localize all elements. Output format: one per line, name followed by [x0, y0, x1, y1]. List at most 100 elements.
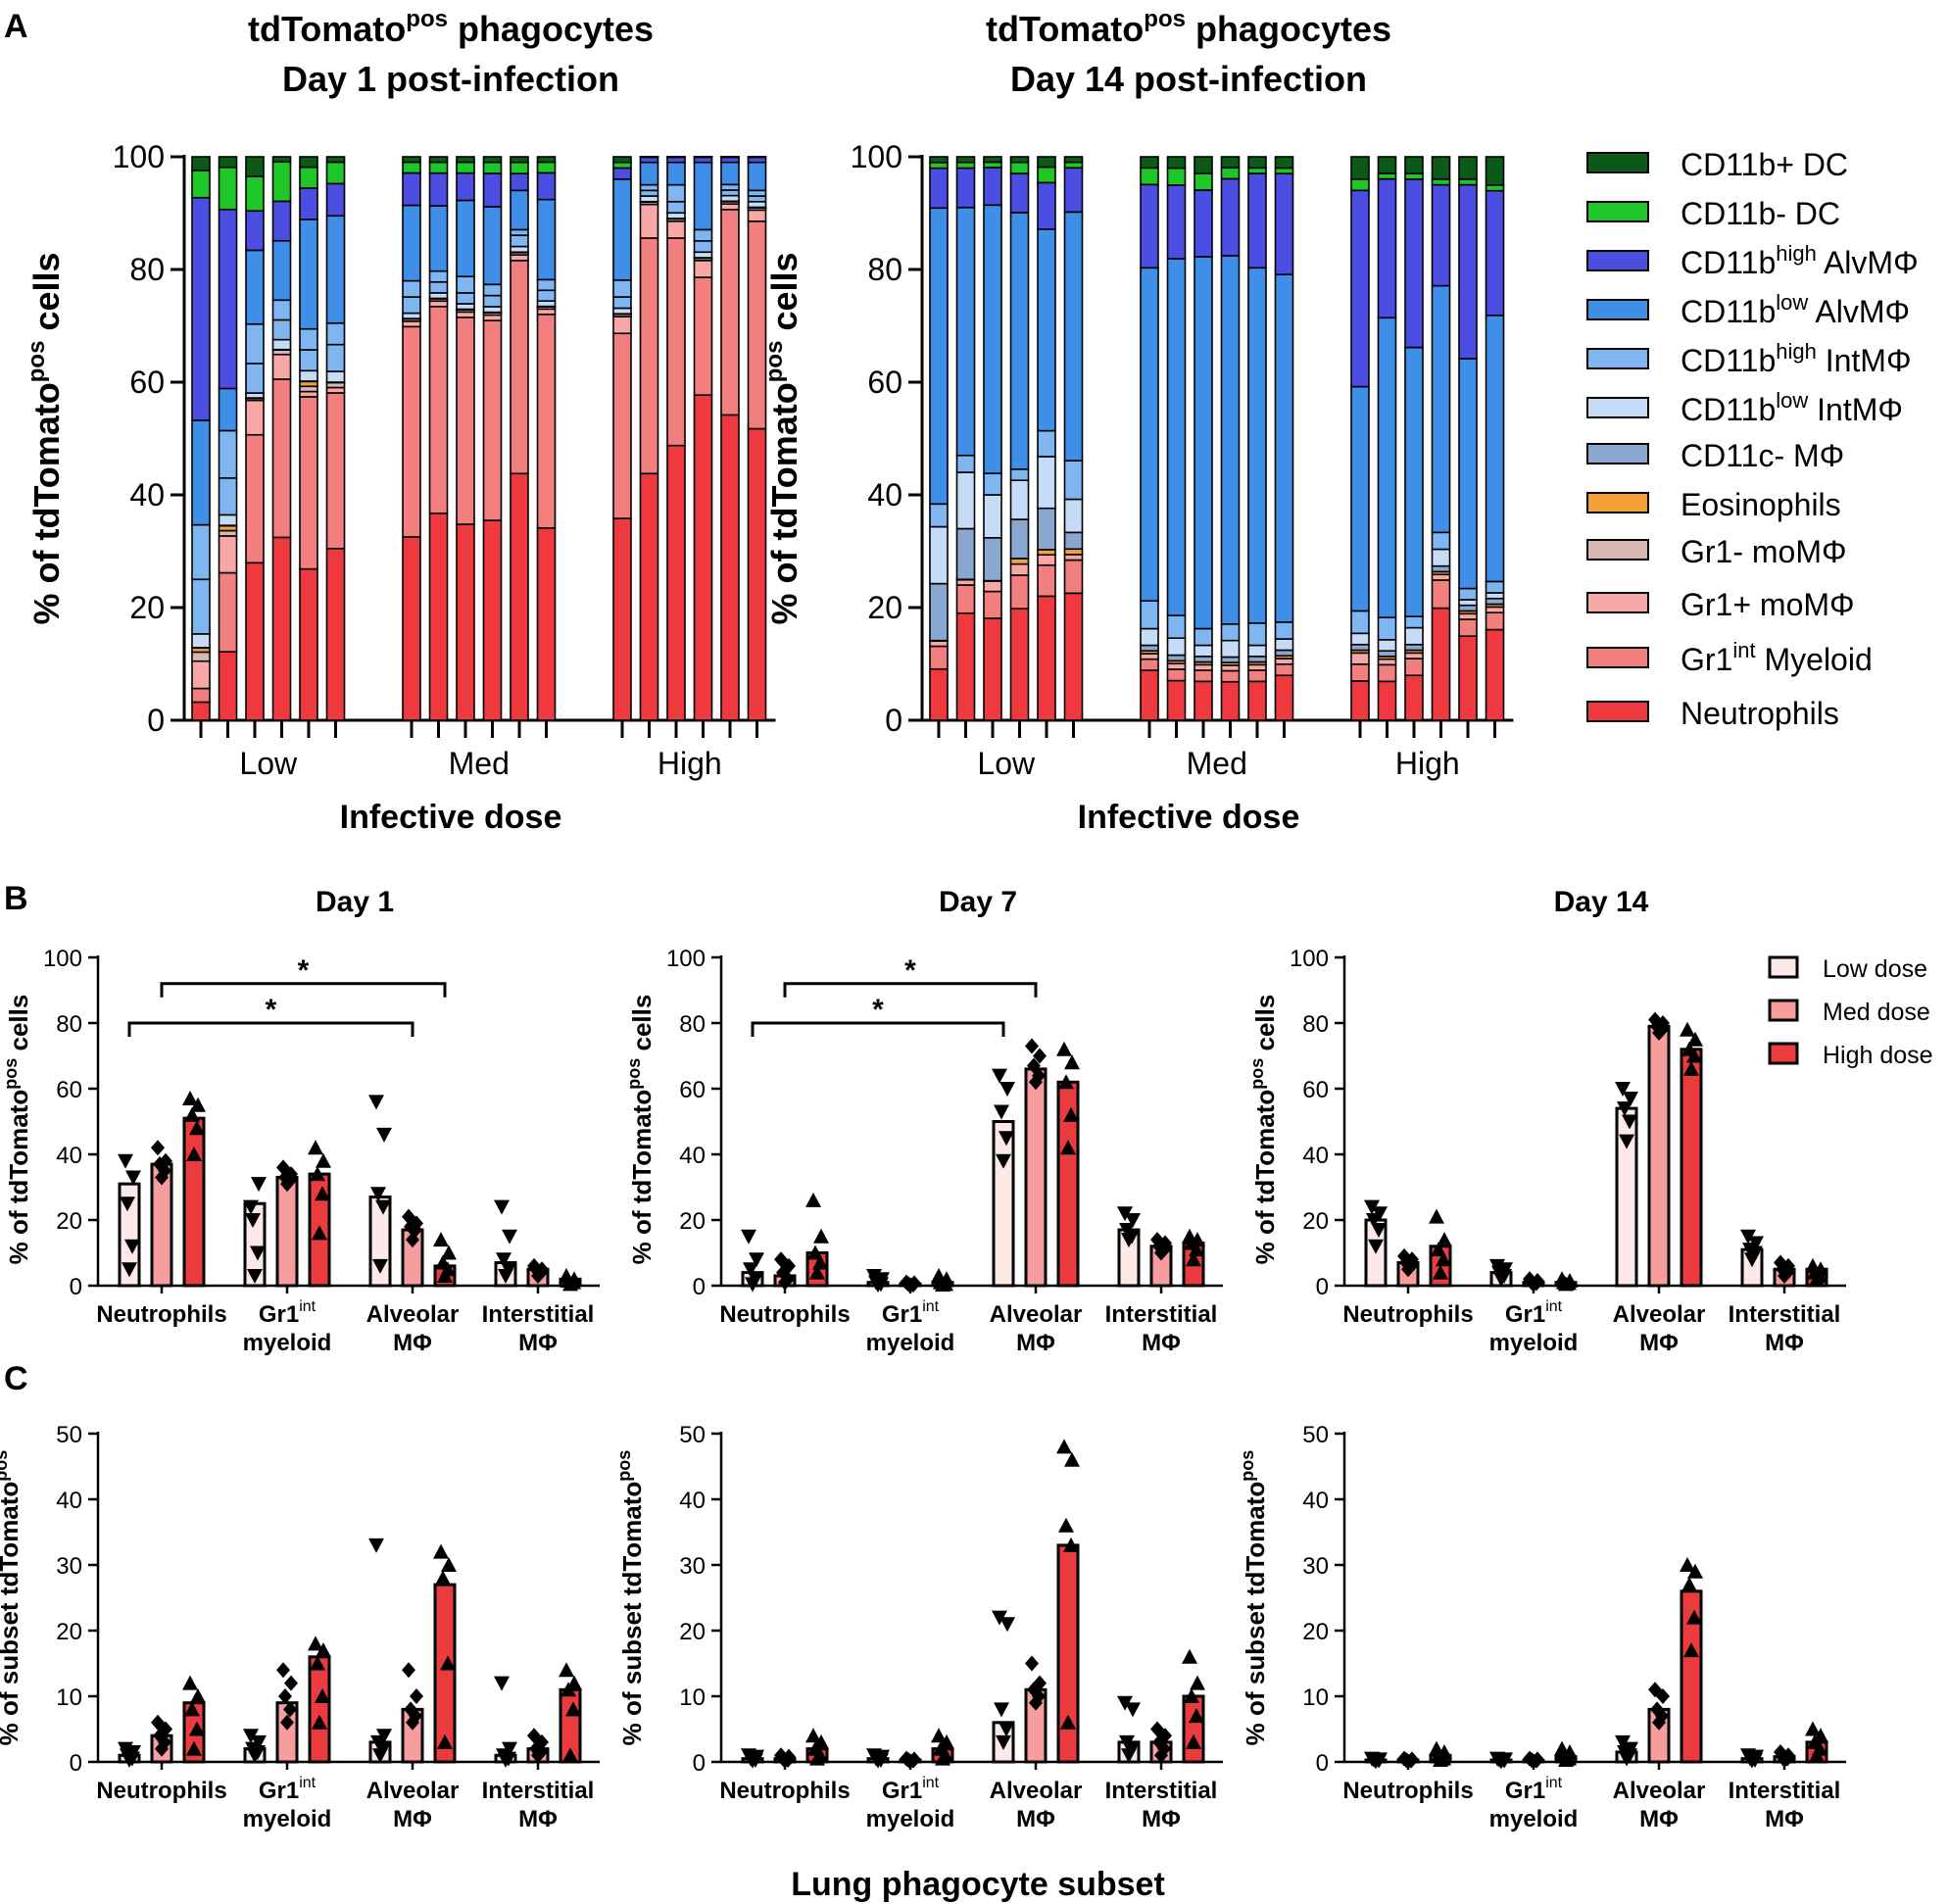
legend-text: CD11c- MΦ	[1681, 438, 1844, 473]
stack-segment-cd11bneg_dc	[245, 175, 265, 213]
stack-segment-cd11blow_alv	[536, 198, 557, 281]
stack-segment-cd11cneg	[1377, 650, 1397, 658]
stack-segment-cd11bhigh_alv	[929, 167, 949, 210]
stack-segment-cd11bpos_dc	[1350, 156, 1370, 180]
stack-segment-gr1int	[428, 305, 449, 514]
stack-segment-cd11bneg_dc	[428, 161, 449, 174]
stack-segment-neut	[218, 651, 238, 721]
category-text: Neutrophils	[1342, 1778, 1473, 1804]
stack-segment-neut	[1377, 680, 1397, 721]
category-label-b2: Gr1int	[882, 1298, 940, 1328]
data-point-high	[182, 1675, 198, 1690]
stack-segment-cd11blow_alv	[1009, 212, 1030, 470]
stack-segment-gr1pos	[693, 260, 713, 278]
category-text: Interstitial	[1105, 1778, 1218, 1804]
data-point-med	[1029, 1074, 1043, 1091]
category-label-b3: Alveolar	[1613, 1301, 1706, 1328]
stack-segment-gr1pos	[1458, 612, 1478, 620]
y-tick-label-a2: 100	[851, 139, 902, 174]
data-point-high	[316, 1642, 331, 1658]
data-point-low	[494, 1676, 510, 1691]
group-label-a2: High	[1395, 746, 1460, 781]
data-point-low	[1744, 1753, 1760, 1769]
stack-segment-cd11cneg	[1220, 656, 1241, 663]
stack-segment-cd11blow_int	[218, 513, 238, 526]
chart-title-b2: Day 7	[939, 886, 1017, 918]
category-label-line2-c3: MΦ	[1765, 1806, 1804, 1832]
stack-segment-cd11bhigh_int	[1194, 627, 1213, 647]
stack-segment-neut	[402, 536, 421, 721]
legend-label-gr1pos: Gr1+ moMΦ	[1681, 587, 1855, 622]
stack-segment-cd11blow_int	[1274, 638, 1294, 652]
data-point-low	[1371, 1223, 1387, 1239]
stack-segment-cd11bpos_dc	[1485, 156, 1505, 186]
legend-label-cd11blow_int: CD11blow IntMΦ	[1681, 388, 1903, 427]
stack-segment-cd11bneg_dc	[1220, 167, 1241, 180]
stack-segment-cd11blow_alv	[666, 161, 686, 186]
stack-segment-cd11bpos_dc	[1377, 156, 1397, 174]
data-point-low	[372, 1748, 388, 1764]
stack-segment-cd11bpos_dc	[299, 156, 318, 169]
data-point-med	[1527, 1753, 1540, 1770]
stack-segment-cd11blow_int	[1140, 627, 1159, 647]
data-point-med	[1778, 1267, 1791, 1284]
category-label-c2: Gr1int	[882, 1775, 940, 1804]
stack-segment-cd11bhigh_int	[245, 322, 265, 365]
data-point-high	[186, 1147, 202, 1161]
stack-segment-gr1int	[510, 260, 529, 475]
category-label-line2-c2: MΦ	[1142, 1806, 1181, 1832]
category-label-b2: Interstitial	[1105, 1301, 1218, 1328]
stack-segment-cd11bhigh_int	[428, 269, 449, 283]
legend-text: Gr1+ moMΦ	[1681, 587, 1855, 622]
stack-segment-cd11bpos_dc	[402, 156, 421, 164]
legend-swatch-cd11blow_alv	[1586, 299, 1649, 320]
stack-segment-cd11bpos_dc	[929, 156, 949, 164]
stack-segment-gr1int	[245, 433, 265, 564]
data-point-med	[276, 1662, 290, 1679]
stack-segment-cd11cneg	[1350, 643, 1370, 652]
legend-tail: AlvMΦ	[1808, 294, 1910, 329]
legend-text: Gr1	[1681, 642, 1732, 677]
category-text: Gr1	[882, 1301, 922, 1328]
data-point-low	[999, 1722, 1014, 1737]
data-point-low	[372, 1258, 388, 1274]
data-point-low	[1615, 1734, 1631, 1750]
stack-segment-gr1pos	[1220, 664, 1241, 672]
stack-segment-cd11bhigh_int	[325, 343, 346, 372]
data-point-high	[312, 1714, 327, 1730]
data-point-high	[441, 1557, 457, 1572]
data-point-high	[1805, 1721, 1821, 1736]
stack-segment-cd11cneg	[1140, 644, 1159, 652]
stack-segment-gr1int	[720, 209, 740, 416]
stack-segment-cd11bhigh_int	[747, 189, 767, 197]
stack-segment-cd11bhigh_int	[666, 200, 686, 215]
data-point-med	[1527, 1276, 1540, 1293]
data-point-high	[935, 1276, 950, 1292]
category-label-c3: Interstitial	[1729, 1778, 1841, 1804]
stack-segment-cd11bpos_dc	[1458, 156, 1478, 180]
category-label-line2-b3: MΦ	[1765, 1330, 1804, 1356]
y-axis-label-a2-sup: pos	[761, 341, 788, 383]
category-text: Neutrophils	[719, 1778, 850, 1804]
significance-star: *	[266, 994, 277, 1026]
stack-segment-gr1int	[191, 687, 211, 704]
legend-swatch-gr1pos	[1586, 592, 1649, 613]
stack-segment-cd11blow_int	[456, 303, 475, 311]
bar-high	[1680, 1048, 1703, 1288]
stack-segment-cd11bhigh_int	[271, 318, 292, 341]
category-text: Neutrophils	[1342, 1301, 1473, 1328]
category-sup: int	[1545, 1775, 1562, 1791]
stack-segment-cd11bhigh_int	[983, 472, 1002, 496]
stack-segment-cd11bhigh_int	[693, 240, 713, 254]
data-point-high	[435, 1570, 451, 1586]
stack-segment-gr1int	[1431, 579, 1451, 610]
data-point-low	[1125, 1213, 1141, 1228]
data-point-high	[437, 1267, 453, 1283]
stack-segment-cd11bneg_dc	[955, 161, 976, 170]
data-point-low	[368, 1095, 384, 1110]
stack-segment-cd11blow_int	[955, 471, 976, 530]
data-point-med	[1401, 1261, 1415, 1278]
stack-segment-cd11blow_alv	[1166, 258, 1187, 616]
group-label-a1: Low	[239, 746, 298, 781]
category-label-line2-b1: MΦ	[393, 1330, 432, 1356]
